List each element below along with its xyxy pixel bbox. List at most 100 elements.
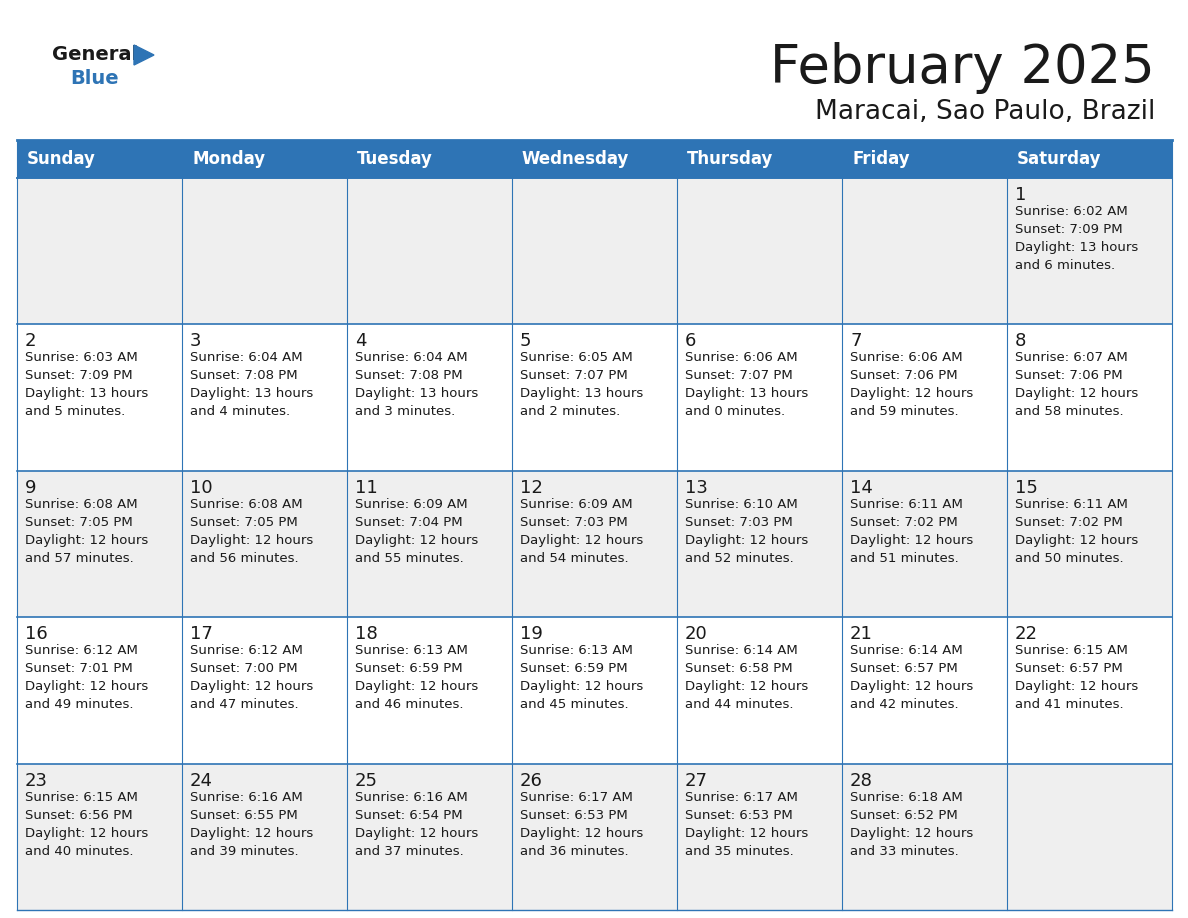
- Text: and 44 minutes.: and 44 minutes.: [685, 699, 794, 711]
- Text: and 3 minutes.: and 3 minutes.: [355, 406, 455, 419]
- Text: and 56 minutes.: and 56 minutes.: [190, 552, 298, 565]
- Text: Sunrise: 6:10 AM: Sunrise: 6:10 AM: [685, 498, 798, 510]
- Text: 28: 28: [849, 772, 873, 789]
- Bar: [17, 324, 182, 471]
- Text: Sunrise: 6:15 AM: Sunrise: 6:15 AM: [25, 790, 138, 803]
- Bar: [512, 178, 677, 324]
- Text: Sunset: 7:09 PM: Sunset: 7:09 PM: [25, 369, 133, 383]
- Text: 5: 5: [520, 332, 531, 351]
- Text: 6: 6: [685, 332, 696, 351]
- Text: Sunrise: 6:03 AM: Sunrise: 6:03 AM: [25, 352, 138, 364]
- Text: Sunrise: 6:11 AM: Sunrise: 6:11 AM: [849, 498, 963, 510]
- Text: February 2025: February 2025: [770, 42, 1155, 94]
- Text: Daylight: 12 hours: Daylight: 12 hours: [520, 533, 643, 547]
- Polygon shape: [134, 45, 154, 65]
- Text: 16: 16: [25, 625, 48, 644]
- Text: Maracai, Sao Paulo, Brazil: Maracai, Sao Paulo, Brazil: [815, 99, 1155, 125]
- Text: Sunset: 7:04 PM: Sunset: 7:04 PM: [355, 516, 462, 529]
- Text: Sunset: 7:03 PM: Sunset: 7:03 PM: [520, 516, 627, 529]
- Bar: [347, 764, 512, 910]
- Text: Daylight: 12 hours: Daylight: 12 hours: [190, 533, 314, 547]
- Text: 27: 27: [685, 772, 708, 789]
- Text: Sunrise: 6:18 AM: Sunrise: 6:18 AM: [849, 790, 962, 803]
- Text: Sunrise: 6:07 AM: Sunrise: 6:07 AM: [1015, 352, 1127, 364]
- Text: Sunset: 7:03 PM: Sunset: 7:03 PM: [685, 516, 792, 529]
- Text: Daylight: 12 hours: Daylight: 12 hours: [849, 680, 973, 693]
- Text: 2: 2: [25, 332, 37, 351]
- Text: 12: 12: [520, 479, 543, 497]
- Bar: [842, 471, 1007, 617]
- Bar: [17, 178, 182, 324]
- Text: 1: 1: [1015, 186, 1026, 204]
- Text: Sunday: Sunday: [27, 150, 96, 168]
- Text: 7: 7: [849, 332, 861, 351]
- Bar: [347, 140, 512, 178]
- Text: Blue: Blue: [70, 70, 119, 88]
- Text: Sunrise: 6:06 AM: Sunrise: 6:06 AM: [685, 352, 797, 364]
- Bar: [677, 324, 842, 471]
- Text: and 47 minutes.: and 47 minutes.: [190, 699, 298, 711]
- Bar: [1007, 140, 1173, 178]
- Text: Sunset: 7:06 PM: Sunset: 7:06 PM: [849, 369, 958, 383]
- Text: Sunrise: 6:08 AM: Sunrise: 6:08 AM: [25, 498, 138, 510]
- Text: and 4 minutes.: and 4 minutes.: [190, 406, 290, 419]
- Text: Sunrise: 6:08 AM: Sunrise: 6:08 AM: [190, 498, 303, 510]
- Text: and 39 minutes.: and 39 minutes.: [190, 845, 298, 857]
- Bar: [347, 178, 512, 324]
- Bar: [182, 324, 347, 471]
- Text: Daylight: 13 hours: Daylight: 13 hours: [190, 387, 314, 400]
- Text: and 2 minutes.: and 2 minutes.: [520, 406, 620, 419]
- Text: Daylight: 12 hours: Daylight: 12 hours: [849, 533, 973, 547]
- Text: Daylight: 12 hours: Daylight: 12 hours: [520, 680, 643, 693]
- Text: Daylight: 12 hours: Daylight: 12 hours: [190, 680, 314, 693]
- Bar: [17, 140, 182, 178]
- Text: Sunrise: 6:14 AM: Sunrise: 6:14 AM: [685, 644, 798, 657]
- Text: and 0 minutes.: and 0 minutes.: [685, 406, 785, 419]
- Text: Daylight: 13 hours: Daylight: 13 hours: [520, 387, 643, 400]
- Text: and 57 minutes.: and 57 minutes.: [25, 552, 134, 565]
- Bar: [1007, 471, 1173, 617]
- Text: Daylight: 12 hours: Daylight: 12 hours: [1015, 680, 1138, 693]
- Text: Sunrise: 6:12 AM: Sunrise: 6:12 AM: [25, 644, 138, 657]
- Text: Sunrise: 6:11 AM: Sunrise: 6:11 AM: [1015, 498, 1127, 510]
- Text: Sunrise: 6:12 AM: Sunrise: 6:12 AM: [190, 644, 303, 657]
- Text: Sunset: 7:01 PM: Sunset: 7:01 PM: [25, 662, 133, 676]
- Text: Daylight: 13 hours: Daylight: 13 hours: [25, 387, 148, 400]
- Text: and 40 minutes.: and 40 minutes.: [25, 845, 133, 857]
- Text: Sunset: 6:55 PM: Sunset: 6:55 PM: [190, 809, 298, 822]
- Text: Daylight: 12 hours: Daylight: 12 hours: [190, 826, 314, 840]
- Bar: [842, 140, 1007, 178]
- Text: 21: 21: [849, 625, 873, 644]
- Bar: [347, 324, 512, 471]
- Bar: [1007, 764, 1173, 910]
- Text: Tuesday: Tuesday: [358, 150, 432, 168]
- Text: Sunset: 6:53 PM: Sunset: 6:53 PM: [520, 809, 627, 822]
- Text: 22: 22: [1015, 625, 1038, 644]
- Text: Daylight: 13 hours: Daylight: 13 hours: [355, 387, 479, 400]
- Text: 18: 18: [355, 625, 378, 644]
- Text: Daylight: 13 hours: Daylight: 13 hours: [685, 387, 808, 400]
- Text: Daylight: 12 hours: Daylight: 12 hours: [1015, 533, 1138, 547]
- Bar: [1007, 178, 1173, 324]
- Bar: [842, 764, 1007, 910]
- Text: 25: 25: [355, 772, 378, 789]
- Text: Daylight: 12 hours: Daylight: 12 hours: [355, 680, 479, 693]
- Text: Sunrise: 6:14 AM: Sunrise: 6:14 AM: [849, 644, 962, 657]
- Text: 26: 26: [520, 772, 543, 789]
- Text: Wednesday: Wednesday: [522, 150, 630, 168]
- Text: Saturday: Saturday: [1017, 150, 1101, 168]
- Text: Sunset: 6:59 PM: Sunset: 6:59 PM: [355, 662, 462, 676]
- Text: Sunset: 6:57 PM: Sunset: 6:57 PM: [849, 662, 958, 676]
- Text: and 5 minutes.: and 5 minutes.: [25, 406, 125, 419]
- Text: and 35 minutes.: and 35 minutes.: [685, 845, 794, 857]
- Text: and 51 minutes.: and 51 minutes.: [849, 552, 959, 565]
- Bar: [182, 617, 347, 764]
- Text: Daylight: 12 hours: Daylight: 12 hours: [685, 826, 808, 840]
- Text: Daylight: 13 hours: Daylight: 13 hours: [1015, 241, 1138, 254]
- Text: Sunset: 7:05 PM: Sunset: 7:05 PM: [190, 516, 298, 529]
- Text: Daylight: 12 hours: Daylight: 12 hours: [25, 826, 148, 840]
- Bar: [842, 617, 1007, 764]
- Text: Sunrise: 6:13 AM: Sunrise: 6:13 AM: [520, 644, 633, 657]
- Text: and 59 minutes.: and 59 minutes.: [849, 406, 959, 419]
- Bar: [842, 178, 1007, 324]
